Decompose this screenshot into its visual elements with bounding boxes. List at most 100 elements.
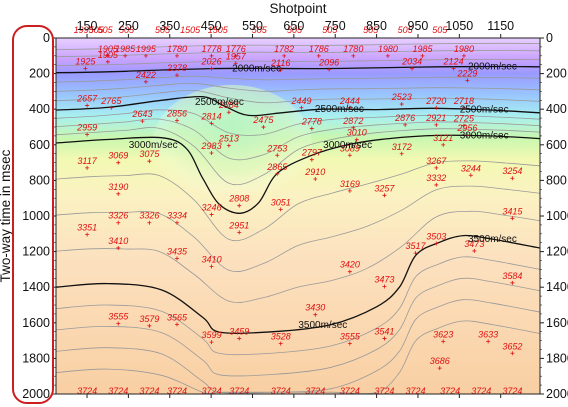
velocity-value-label: 3420 xyxy=(340,260,360,270)
velocity-value-label: 2657 xyxy=(76,94,98,104)
minor-contour-line xyxy=(56,89,540,104)
velocity-value-label: 3555 xyxy=(340,332,361,342)
sample-marker xyxy=(347,341,352,346)
velocity-value-label: 1780 xyxy=(343,44,363,54)
minor-contour-line xyxy=(56,185,540,272)
y-tick-label-left: 200 xyxy=(29,67,50,81)
y-tick-label-right: 600 xyxy=(546,138,567,152)
sample-marker xyxy=(147,396,151,400)
sample-marker xyxy=(510,351,515,356)
sample-marker xyxy=(140,119,145,124)
velocity-value-label: 1786 xyxy=(309,44,329,54)
velocity-value-label: 3724 xyxy=(77,386,97,396)
y-tick-label-left: 1200 xyxy=(22,245,50,259)
y-tick-label-right: 400 xyxy=(546,102,567,116)
sample-marker xyxy=(382,193,387,198)
minor-contour-line xyxy=(56,50,540,58)
velocity-value-label: 2444 xyxy=(339,96,360,106)
velocity-value-label: 2778 xyxy=(301,117,322,127)
y-tick-label-left: 2000 xyxy=(22,387,50,401)
velocity-value-label: 2720 xyxy=(425,96,446,106)
velocity-value-label: 2449 xyxy=(290,96,311,106)
velocity-value-label: 3190 xyxy=(108,182,128,192)
sample-marker xyxy=(175,256,179,261)
sample-marker xyxy=(116,191,121,196)
sample-marker xyxy=(116,321,121,326)
velocity-value-label: 2959 xyxy=(76,122,97,132)
velocity-value-label: 1780 xyxy=(167,44,187,54)
velocity-value-label: 3075 xyxy=(139,149,160,159)
velocity-value-label: 3724 xyxy=(139,386,159,396)
sample-marker xyxy=(83,66,88,71)
velocity-value-label: 1782 xyxy=(274,44,294,54)
top-velocity-label: 1505 xyxy=(208,25,229,35)
sample-marker xyxy=(510,216,515,221)
sample-marker xyxy=(237,230,242,235)
velocity-value-label: 3517 xyxy=(406,241,427,251)
velocity-value-label: 3069 xyxy=(108,151,128,161)
velocity-value-label: 3724 xyxy=(340,386,360,396)
sample-marker xyxy=(348,396,352,400)
sample-marker xyxy=(434,122,439,127)
minor-contour-line xyxy=(56,118,540,161)
velocity-value-label: 2523 xyxy=(391,92,412,102)
sample-marker xyxy=(465,78,470,83)
sample-marker xyxy=(85,165,90,170)
velocity-value-label: 2384 xyxy=(218,100,239,110)
velocity-value-label: 3473 xyxy=(464,239,484,249)
velocity-value-label: 3503 xyxy=(426,232,446,242)
sample-marker xyxy=(385,53,390,58)
velocity-value-label: 3459 xyxy=(229,326,249,336)
velocity-value-label: 3010 xyxy=(347,128,367,138)
velocity-value-label: 2876 xyxy=(394,113,415,123)
sample-marker xyxy=(313,396,317,400)
sample-marker xyxy=(282,53,287,58)
velocity-value-label: 2513 xyxy=(218,134,239,144)
sample-marker xyxy=(116,245,121,250)
contour-label: 3000m/sec xyxy=(323,140,372,151)
sample-marker xyxy=(437,366,442,371)
velocity-value-label: 3652 xyxy=(502,341,522,351)
velocity-value-label: 3724 xyxy=(229,386,249,396)
velocity-value-label: 2116 xyxy=(270,58,290,68)
velocity-value-label: 3724 xyxy=(305,386,325,396)
velocity-value-label: 3410 xyxy=(108,236,128,246)
velocity-value-label: 3257 xyxy=(374,183,395,193)
velocity-value-label: 2765 xyxy=(100,96,122,106)
sample-marker xyxy=(237,203,242,208)
sample-marker xyxy=(510,280,515,285)
velocity-value-label: 3724 xyxy=(406,386,426,396)
minor-contour-line xyxy=(56,320,540,394)
velocity-value-label: 3169 xyxy=(340,179,360,189)
velocity-value-label: 2797 xyxy=(301,148,323,158)
velocity-value-label: 3633 xyxy=(478,329,498,339)
sample-marker xyxy=(278,207,283,212)
velocity-value-label: 3724 xyxy=(440,386,460,396)
velocity-value-label: 2422 xyxy=(135,70,156,80)
sample-marker xyxy=(209,340,214,345)
y-tick-label-left: 1800 xyxy=(22,351,50,365)
velocity-value-label: 1980 xyxy=(454,44,474,54)
sample-marker xyxy=(209,151,214,156)
contour-label: 3500m/sec xyxy=(468,234,517,245)
sample-marker xyxy=(351,53,356,58)
sample-marker xyxy=(209,53,214,58)
velocity-value-label: 1778 xyxy=(202,44,222,54)
velocity-value-label: 3410 xyxy=(202,255,222,265)
y-tick-label-right: 200 xyxy=(546,67,567,81)
sample-marker xyxy=(413,251,418,256)
sample-marker xyxy=(175,53,179,58)
contour-label: 3000m/sec xyxy=(129,140,178,151)
velocity-value-label: 3528 xyxy=(271,332,291,342)
top-velocity-label: 505 xyxy=(89,25,105,35)
y-tick-label-left: 600 xyxy=(29,138,50,152)
velocity-field-background xyxy=(56,38,540,394)
velocity-value-label: 3473 xyxy=(374,275,394,285)
x-tick-label: 650 xyxy=(283,19,304,33)
sample-marker xyxy=(414,396,418,400)
sample-marker xyxy=(468,173,473,178)
x-tick-label: 750 xyxy=(325,19,346,33)
x-tick-label: 1150 xyxy=(487,19,514,33)
sample-marker xyxy=(175,322,179,327)
